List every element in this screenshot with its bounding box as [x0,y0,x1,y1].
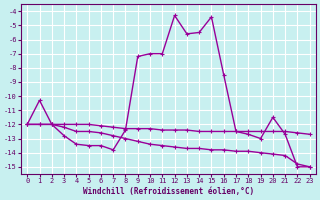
X-axis label: Windchill (Refroidissement éolien,°C): Windchill (Refroidissement éolien,°C) [83,187,254,196]
